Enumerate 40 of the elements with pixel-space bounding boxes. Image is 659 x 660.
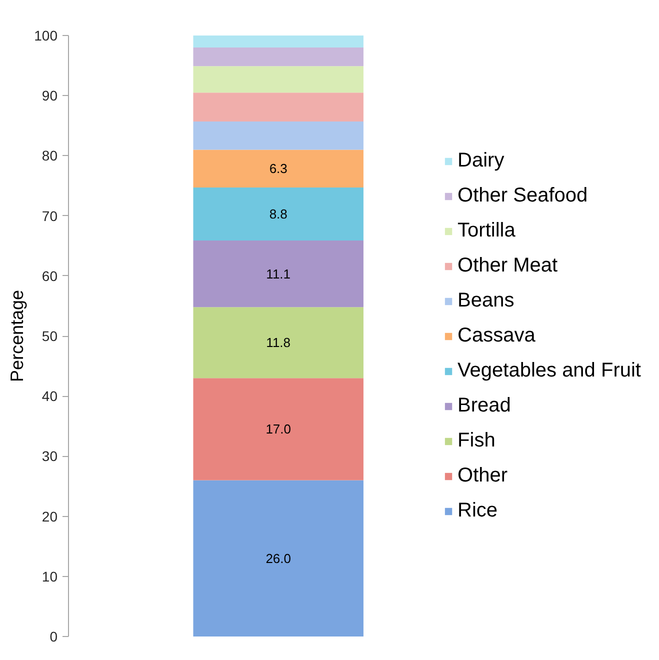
legend-label: Fish bbox=[458, 429, 496, 452]
bar bbox=[193, 48, 364, 66]
y-tick-label: 80 bbox=[42, 148, 58, 164]
y-tick-label: 10 bbox=[42, 568, 58, 584]
bar bbox=[193, 307, 364, 378]
legend-label: Tortilla bbox=[458, 219, 516, 242]
y-tick-label: 70 bbox=[42, 208, 58, 224]
legend-label: Rice bbox=[458, 499, 498, 522]
y-tick-label: 60 bbox=[42, 268, 58, 284]
legend-label: Bread bbox=[458, 394, 511, 417]
bar bbox=[193, 121, 364, 150]
legend-label: Other Seafood bbox=[458, 184, 588, 207]
y-axis-title: Percentage bbox=[7, 290, 28, 382]
y-tick-label: 0 bbox=[50, 628, 58, 644]
bar bbox=[193, 36, 364, 48]
legend-label: Other bbox=[458, 464, 508, 487]
bar bbox=[193, 240, 364, 308]
legend-label: Dairy bbox=[458, 149, 504, 172]
legend-label: Beans bbox=[458, 289, 514, 312]
legend-label: Cassava bbox=[458, 324, 536, 347]
bar bbox=[193, 188, 364, 240]
data-label: 11.8 bbox=[266, 335, 291, 350]
y-tick-label: 20 bbox=[42, 508, 58, 524]
legend-label: Other Meat bbox=[458, 254, 558, 277]
y-tick-label: 30 bbox=[42, 448, 58, 464]
legend-label: Vegetables and Fruit bbox=[458, 359, 641, 382]
data-label: 8.8 bbox=[269, 206, 288, 222]
data-label: 26.0 bbox=[266, 550, 292, 566]
bar bbox=[193, 66, 364, 93]
bar bbox=[193, 92, 364, 122]
data-label: 6.3 bbox=[269, 161, 288, 176]
bar bbox=[193, 150, 364, 188]
data-label: 17.0 bbox=[266, 422, 292, 437]
y-tick-label: 90 bbox=[42, 88, 58, 104]
y-tick-label: 40 bbox=[42, 388, 58, 404]
bar bbox=[193, 480, 364, 636]
y-tick-label: 100 bbox=[34, 28, 58, 44]
bar bbox=[193, 378, 364, 480]
data-label: 11.1 bbox=[266, 266, 291, 282]
y-tick-label: 50 bbox=[42, 328, 58, 344]
